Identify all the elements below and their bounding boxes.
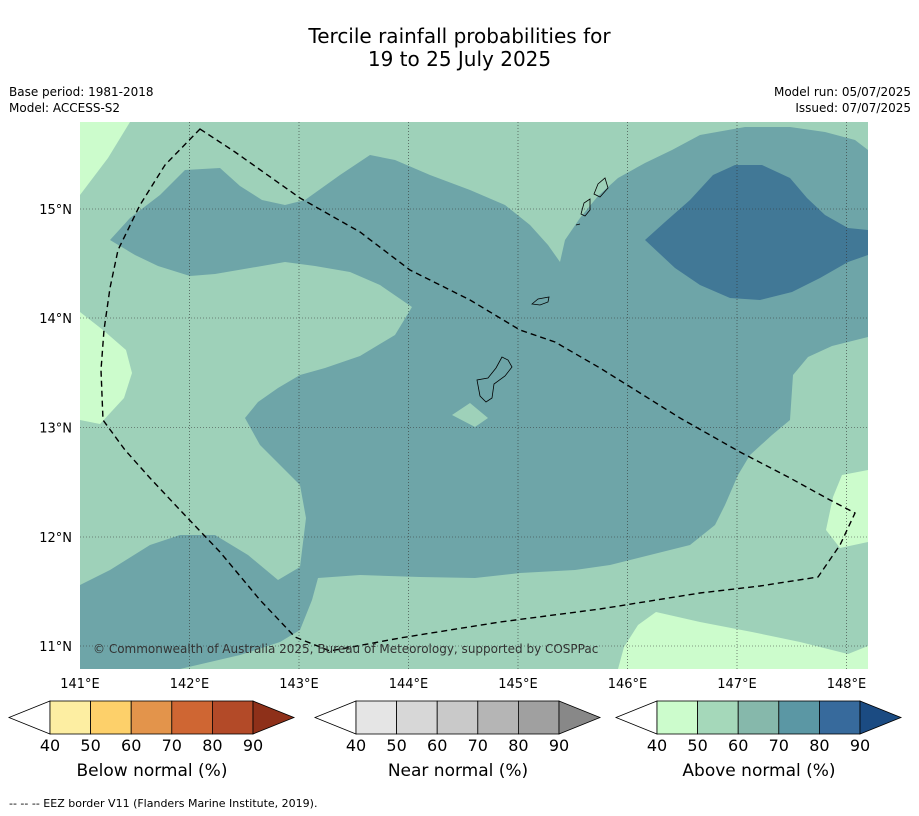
colorbar-low-extend <box>7 700 51 735</box>
base-period-text: Base period: 1981-2018 <box>9 85 154 99</box>
latitude-label: 11°N <box>39 640 72 655</box>
coastlines <box>476 177 609 403</box>
colorbar-tick-label: 90 <box>850 736 870 755</box>
below-normal-label: Below normal (%) <box>76 761 228 781</box>
longitude-label: 148°E <box>827 677 867 692</box>
colorbar-segment <box>436 700 479 735</box>
colorbar-tick-label: 90 <box>549 736 569 755</box>
model-text: Model: ACCESS-S2 <box>9 101 121 115</box>
near-normal-label: Near normal (%) <box>387 761 529 781</box>
colorbar-segment <box>171 700 213 735</box>
colorbar-segment <box>737 700 780 735</box>
colorbar-segment <box>518 700 560 735</box>
longitude-label: 147°E <box>717 677 757 692</box>
colorbar-segment <box>355 700 397 735</box>
contour-50-island <box>452 403 488 427</box>
colorbar-segment <box>130 700 173 735</box>
colorbar-tick-label: 90 <box>243 736 263 755</box>
colorbar-segment <box>211 700 254 735</box>
colorbar-tick-label: 40 <box>346 736 366 755</box>
colorbar-tick-label: 60 <box>427 736 447 755</box>
above-normal-label: Above normal (%) <box>682 761 836 781</box>
colorbar-high-extend <box>859 700 903 735</box>
map-title-line1: Tercile rainfall probabilities for <box>308 24 611 48</box>
model-run-text: Model run: 05/07/2025 <box>773 85 911 99</box>
colorbars: 40 50 60 70 80 90 40 50 60 70 80 90 40 50 60 70 80 90 <box>7 700 903 755</box>
contour-40-topleft <box>80 122 130 195</box>
colorbar-tick-label: 40 <box>647 736 667 755</box>
axis-labels: 141°E 142°E 143°E 144°E 145°E 146°E 147°E 148°E… <box>39 203 866 692</box>
colorbar-tick-label: 60 <box>728 736 748 755</box>
map-title-line2: 19 to 25 July 2025 <box>367 47 552 71</box>
colorbar-segment <box>656 700 698 735</box>
copyright-text: © Commonwealth of Australia 2025, Bureau… <box>93 642 598 656</box>
latitude-label: 13°N <box>39 422 72 437</box>
longitude-label: 144°E <box>389 677 429 692</box>
colorbar-segment <box>477 700 519 735</box>
colorbar-tick-label: 50 <box>386 736 406 755</box>
contour-70-northeast <box>645 165 868 300</box>
island-aguijan <box>575 223 581 226</box>
contour-40-bottom-right <box>618 612 868 669</box>
issued-text: Issued: 07/07/2025 <box>795 101 911 115</box>
colorbar-high-extend <box>558 700 602 735</box>
colorbar-tick-label: 80 <box>809 736 829 755</box>
latitude-label: 15°N <box>39 203 72 218</box>
eez-footnote: -- -- -- EEZ border V11 (Flanders Marine… <box>9 797 318 810</box>
colorbar-tick-label: 70 <box>769 736 789 755</box>
colorbar-tick-label: 50 <box>80 736 100 755</box>
eez-border <box>100 128 856 652</box>
colorbar-high-extend <box>252 700 296 735</box>
colorbar-segment <box>778 700 820 735</box>
colorbar-segment <box>819 700 861 735</box>
latitude-label: 14°N <box>39 312 72 327</box>
latitude-label: 12°N <box>39 531 72 546</box>
island-guam <box>476 356 513 403</box>
colorbar-tick-label: 60 <box>121 736 141 755</box>
colorbar-low-extend <box>614 700 658 735</box>
colorbar-segment <box>49 700 91 735</box>
colorbar-tick-label: 70 <box>162 736 182 755</box>
island-rota <box>531 296 550 306</box>
colorbar-tick-label: 80 <box>202 736 222 755</box>
longitude-label: 146°E <box>608 677 648 692</box>
longitude-label: 141°E <box>60 677 100 692</box>
colorbar-segment <box>396 700 438 735</box>
colorbar-tick-label: 40 <box>40 736 60 755</box>
longitude-label: 145°E <box>498 677 538 692</box>
colorbar-segment <box>90 700 132 735</box>
colorbar-low-extend <box>313 700 357 735</box>
longitude-label: 142°E <box>170 677 210 692</box>
colorbar-tick-label: 50 <box>687 736 707 755</box>
probability-contours: © Commonwealth of Australia 2025, Bureau… <box>80 122 868 669</box>
colorbar-tick-label: 70 <box>468 736 488 755</box>
colorbar-segment <box>697 700 739 735</box>
graticule <box>80 122 868 669</box>
contour-40-left <box>80 312 132 424</box>
longitude-label: 143°E <box>279 677 319 692</box>
island-tinian <box>580 198 591 217</box>
island-saipan <box>593 177 609 198</box>
colorbar-tick-label: 80 <box>508 736 528 755</box>
